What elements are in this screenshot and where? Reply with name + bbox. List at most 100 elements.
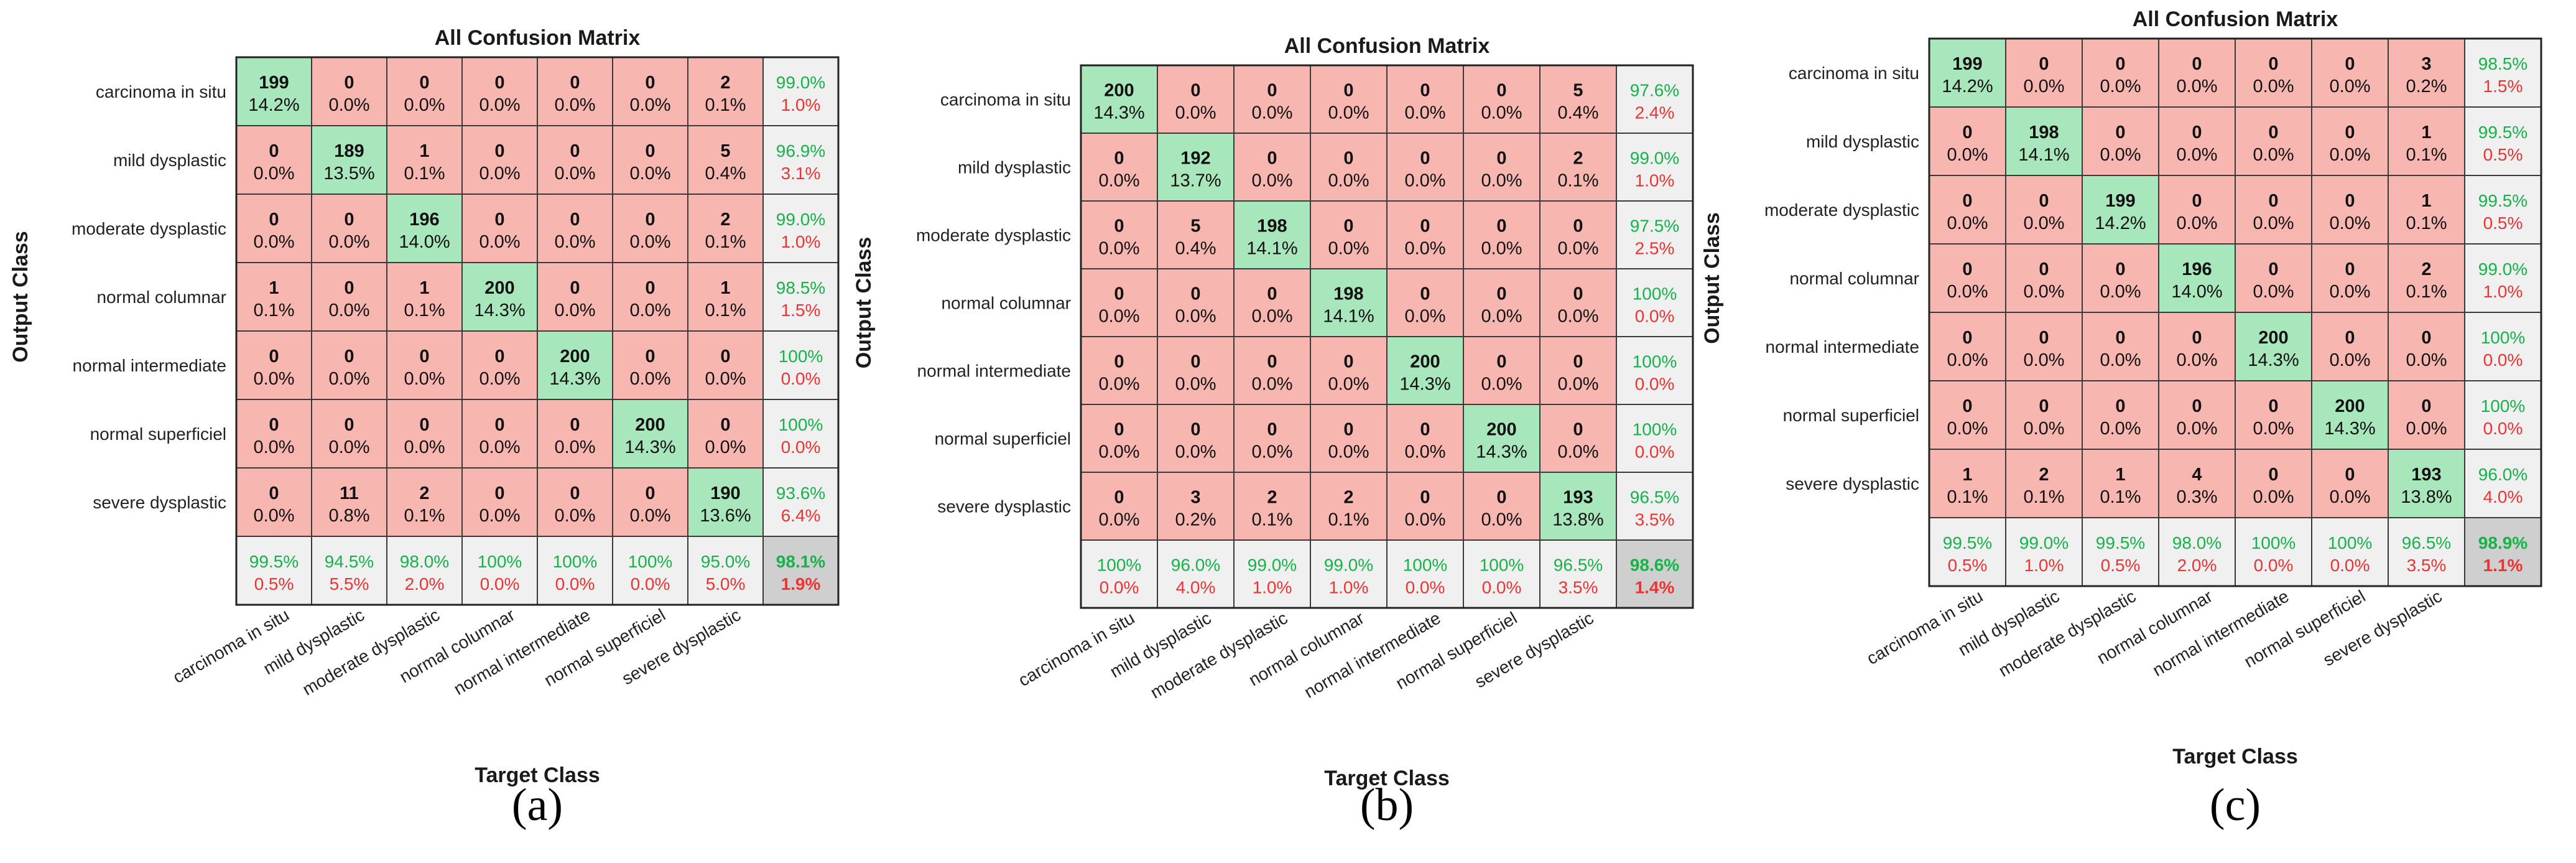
cell-count: 199 xyxy=(1952,54,1982,74)
cell-percent: 14.0% xyxy=(2171,282,2222,302)
cell-count: 0 xyxy=(1190,420,1200,440)
cell-count: 0 xyxy=(1343,149,1353,169)
row-label: severe dysplastic xyxy=(1786,474,1919,493)
off-diagonal-cell xyxy=(2388,106,2465,176)
cell-percent: 0.0% xyxy=(2329,145,2370,165)
overall-cell xyxy=(1616,539,1693,609)
off-diagonal-cell xyxy=(461,194,538,263)
col-recall: 100% xyxy=(2251,533,2296,553)
cell-count: 0 xyxy=(1190,284,1200,304)
cell-count: 0 xyxy=(1114,149,1124,169)
cell-count: 3 xyxy=(2421,54,2431,74)
cell-count: 1 xyxy=(269,278,279,298)
cell-count: 0 xyxy=(494,347,504,366)
col-recall: 98.0% xyxy=(2172,533,2222,553)
cell-percent: 0.0% xyxy=(1404,510,1445,530)
row-label: normal intermediate xyxy=(917,362,1071,381)
row-error: 0.0% xyxy=(2483,350,2523,370)
cell-percent: 0.0% xyxy=(253,437,294,457)
row-precision: 100% xyxy=(779,347,823,366)
cell-count: 0 xyxy=(1962,328,1972,348)
column-label: normal intermediate xyxy=(450,605,593,699)
confusion-matrix-panel-2: All Confusion Matrix20014.3%00.0%00.0%00… xyxy=(852,34,1694,831)
row-error: 1.5% xyxy=(781,301,821,320)
off-diagonal-cell xyxy=(1929,243,2006,313)
cell-count: 0 xyxy=(570,483,580,503)
cell-percent: 0.0% xyxy=(2100,282,2141,302)
cell-count: 0 xyxy=(2039,396,2049,416)
column-label: moderate dysplastic xyxy=(299,605,443,699)
off-diagonal-cell xyxy=(1539,65,1617,134)
cell-percent: 14.1% xyxy=(1246,239,1297,259)
cell-percent: 0.0% xyxy=(2329,350,2370,370)
cell-count: 0 xyxy=(2039,259,2049,279)
cell-count: 190 xyxy=(710,483,740,503)
off-diagonal-cell xyxy=(1310,472,1388,541)
off-diagonal-cell xyxy=(2158,38,2236,108)
cell-percent: 0.4% xyxy=(705,164,746,184)
off-diagonal-cell xyxy=(2235,449,2312,518)
cell-percent: 0.0% xyxy=(1481,307,1522,327)
panel-label: (b) xyxy=(1360,780,1414,831)
cell-percent: 0.0% xyxy=(705,437,746,457)
col-recall: 99.5% xyxy=(1943,533,1992,553)
cell-percent: 0.0% xyxy=(1557,239,1598,259)
cell-percent: 0.0% xyxy=(554,95,595,115)
cell-percent: 0.0% xyxy=(1175,375,1216,394)
col-recall: 96.5% xyxy=(1554,556,1603,575)
cell-percent: 0.0% xyxy=(2176,77,2217,96)
row-precision: 98.5% xyxy=(2478,54,2527,73)
off-diagonal-cell xyxy=(2311,175,2389,245)
panel-label: (c) xyxy=(2210,780,2261,831)
cell-count: 1 xyxy=(1962,465,1972,485)
cell-count: 0 xyxy=(1114,352,1124,372)
off-diagonal-cell xyxy=(687,125,764,195)
row-precision: 100% xyxy=(779,415,823,434)
cell-percent: 0.0% xyxy=(1947,419,1988,439)
row-error: 0.0% xyxy=(1635,442,1675,462)
cell-percent: 0.0% xyxy=(554,164,595,184)
cell-percent: 0.0% xyxy=(2023,282,2064,302)
row-error: 3.1% xyxy=(781,164,821,183)
cell-count: 2 xyxy=(1573,149,1583,169)
cell-count: 0 xyxy=(2192,191,2202,211)
cell-percent: 0.0% xyxy=(328,437,369,457)
cell-count: 0 xyxy=(1496,352,1506,372)
cell-percent: 0.0% xyxy=(1098,239,1139,259)
cell-count: 1 xyxy=(2115,465,2125,485)
cell-percent: 13.8% xyxy=(2401,487,2452,507)
cell-percent: 0.4% xyxy=(1557,103,1598,123)
cell-percent: 14.3% xyxy=(2324,419,2375,439)
col-recall: 100% xyxy=(1480,556,1524,575)
cell-percent: 0.0% xyxy=(1098,442,1139,462)
row-precision: 100% xyxy=(2481,328,2526,347)
row-label: normal intermediate xyxy=(73,356,226,375)
cell-count: 0 xyxy=(1420,420,1430,440)
off-diagonal-cell xyxy=(2082,106,2159,176)
cell-percent: 0.0% xyxy=(2100,350,2141,370)
cell-count: 0 xyxy=(1496,488,1506,508)
cell-count: 0 xyxy=(1190,81,1200,101)
cell-count: 198 xyxy=(2029,123,2059,142)
cell-count: 0 xyxy=(570,73,580,93)
overall-error: 1.1% xyxy=(2483,556,2523,575)
col-error: 1.0% xyxy=(1329,578,1369,597)
cell-count: 0 xyxy=(1420,284,1430,304)
cell-percent: 0.0% xyxy=(253,164,294,184)
matrix-border xyxy=(1080,64,1694,609)
cell-percent: 0.0% xyxy=(629,506,670,526)
row-summary-cell xyxy=(762,262,839,332)
off-diagonal-cell xyxy=(1233,404,1311,473)
cell-percent: 0.0% xyxy=(2100,419,2141,439)
cell-count: 0 xyxy=(1114,217,1124,236)
cell-count: 2 xyxy=(2039,465,2049,485)
cell-count: 200 xyxy=(2335,396,2365,416)
row-error: 1.0% xyxy=(2483,282,2523,301)
cell-count: 198 xyxy=(1333,284,1363,304)
cell-percent: 0.0% xyxy=(629,95,670,115)
cell-count: 0 xyxy=(2345,191,2355,211)
cell-count: 5 xyxy=(1190,217,1200,236)
off-diagonal-cell xyxy=(2311,449,2389,518)
cell-count: 4 xyxy=(2192,465,2202,485)
chart-title: All Confusion Matrix xyxy=(1284,34,1490,58)
